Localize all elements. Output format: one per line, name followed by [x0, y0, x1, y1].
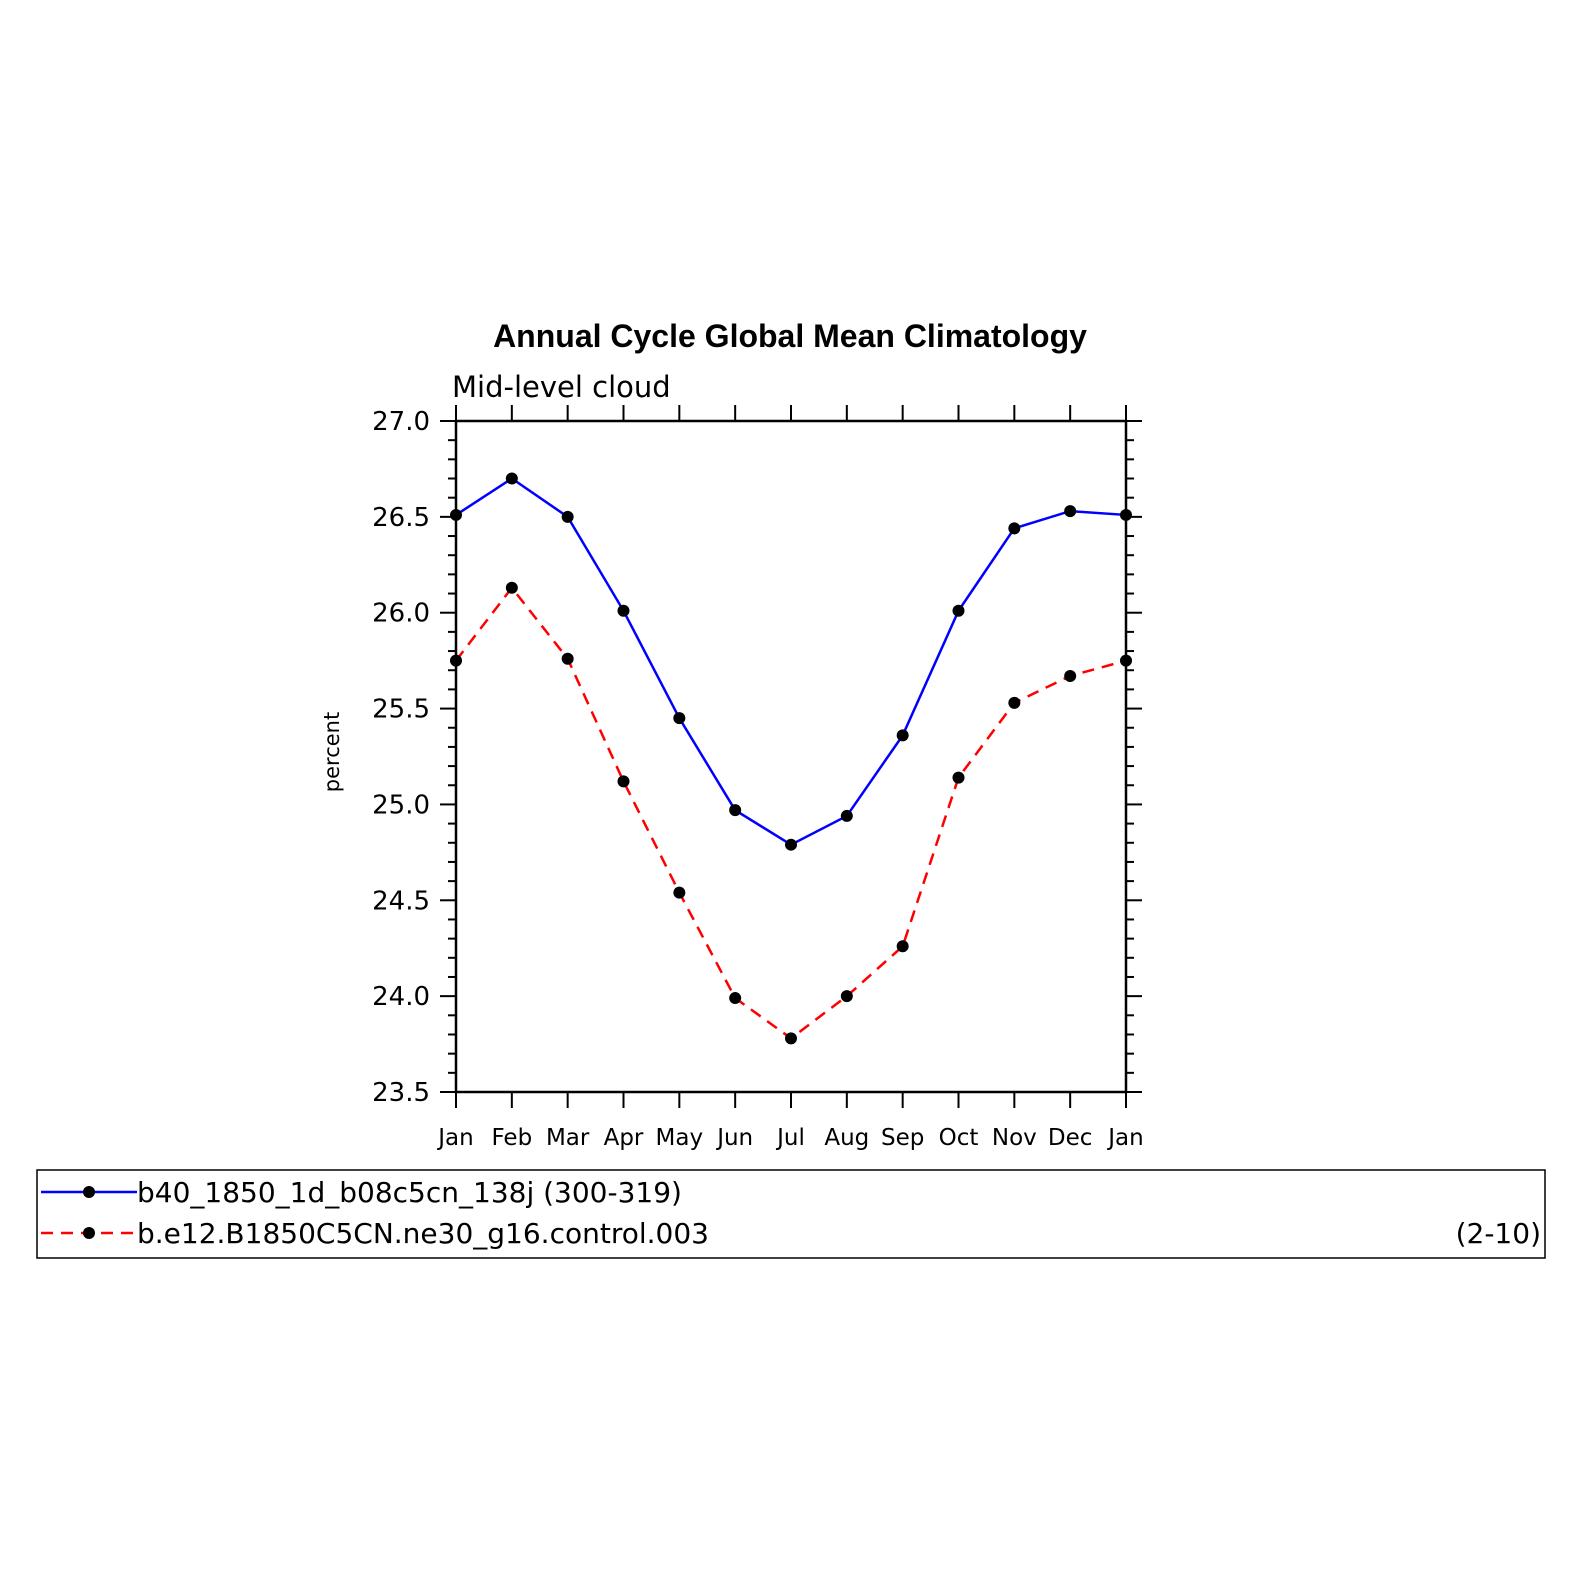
x-tick-label: Oct — [939, 1125, 979, 1151]
data-point — [785, 1032, 797, 1045]
data-point — [840, 990, 853, 1003]
data-point — [785, 838, 797, 851]
data-point — [617, 604, 630, 617]
data-point — [729, 804, 742, 817]
x-tick-label: Sep — [881, 1125, 924, 1151]
data-point — [1008, 696, 1021, 709]
y-tick-label: 26.0 — [372, 599, 430, 629]
x-tick-label: Jul — [775, 1125, 805, 1151]
data-point — [1120, 508, 1132, 521]
x-tick-label: Mar — [546, 1125, 590, 1151]
y-tick-label: 24.0 — [372, 982, 430, 1012]
plot-frame — [454, 419, 1128, 1094]
legend-label-1: b40_1850_1d_b08c5cn_138j (300-319) — [137, 1176, 682, 1209]
data-point — [450, 654, 462, 667]
x-tick-label: Jan — [436, 1125, 473, 1151]
data-point — [561, 510, 574, 523]
y-axis-label: percent — [320, 712, 344, 792]
data-point — [840, 809, 853, 822]
x-tick-label: Jan — [1106, 1125, 1143, 1151]
x-tick-label: Jun — [715, 1125, 753, 1151]
legend-marker-2 — [83, 1227, 95, 1239]
data-point — [729, 992, 742, 1005]
x-tick-label: Aug — [824, 1125, 869, 1151]
data-point — [561, 652, 574, 665]
data-point — [952, 604, 965, 617]
series-line — [455, 477, 1127, 847]
series-2 — [450, 581, 1132, 1045]
data-point — [1064, 669, 1077, 682]
series-layer — [450, 472, 1132, 1045]
data-point — [1008, 522, 1021, 535]
legend-label-2: b.e12.B1850C5CN.ne30_g16.control.003 — [137, 1217, 709, 1250]
y-tick-label: 25.0 — [372, 790, 430, 820]
data-point — [450, 508, 462, 521]
data-point — [896, 729, 909, 742]
y-tick-label: 24.5 — [372, 886, 430, 916]
legend-box — [36, 1169, 1546, 1259]
data-point — [673, 886, 686, 899]
x-tick-label: Feb — [491, 1125, 532, 1151]
data-point — [896, 940, 909, 953]
legend-years-2: (2-10) — [1456, 1217, 1541, 1250]
data-point — [617, 775, 630, 788]
y-tick-label: 26.5 — [372, 503, 430, 533]
series-line — [455, 585, 1127, 1040]
chart-subtitle: Mid-level cloud — [452, 370, 671, 404]
data-point — [673, 712, 686, 725]
data-point — [1064, 505, 1077, 518]
legend: b40_1850_1d_b08c5cn_138j (300-319) b.e12.… — [36, 1169, 1546, 1259]
chart-title: Annual Cycle Global Mean Climatology — [493, 318, 1087, 354]
y-tick-label: 27.0 — [372, 407, 430, 437]
data-point — [952, 771, 965, 784]
x-tick-label: Nov — [992, 1125, 1037, 1151]
data-point — [505, 472, 518, 485]
legend-marker-1 — [83, 1186, 95, 1198]
data-point — [505, 581, 518, 594]
x-tick-label: Dec — [1048, 1125, 1093, 1151]
x-tick-label: May — [656, 1125, 704, 1151]
x-tick-label: Apr — [604, 1125, 644, 1151]
y-tick-label: 25.5 — [372, 695, 430, 725]
series-1 — [450, 472, 1132, 851]
data-point — [1120, 654, 1132, 667]
y-tick-label: 23.5 — [372, 1078, 430, 1108]
